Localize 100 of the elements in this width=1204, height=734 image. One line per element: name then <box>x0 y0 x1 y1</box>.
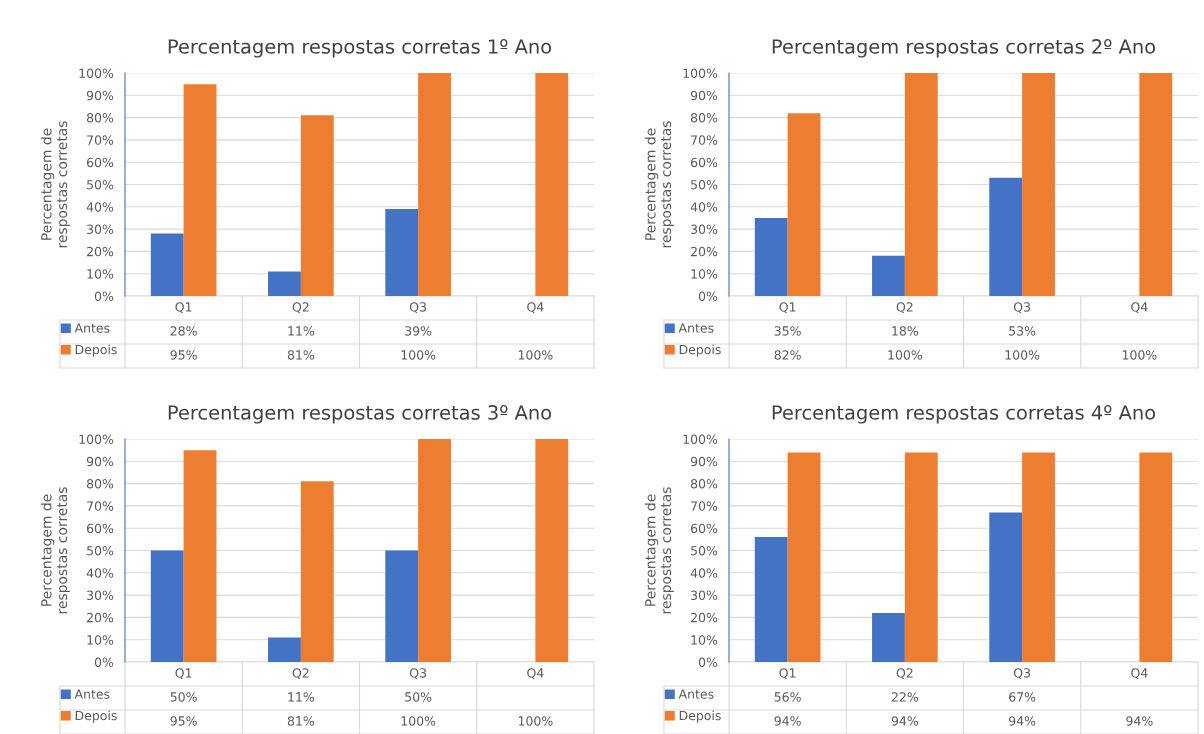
bar <box>268 637 301 662</box>
y-tick-label: 90% <box>690 90 718 101</box>
data-label: 100% <box>518 350 553 360</box>
y-tick-label: 20% <box>87 612 114 623</box>
y-tick-label: 70% <box>87 135 114 145</box>
y-tick-label: 40% <box>86 568 114 578</box>
y-tick-label: 10% <box>691 269 718 279</box>
chart-title: Percentagem respostas corretas 3º Ano <box>168 405 552 424</box>
data-label: 82% <box>774 350 801 360</box>
y-tick-label: 50% <box>691 545 718 556</box>
bar <box>904 452 938 662</box>
data-label: 39% <box>405 326 432 336</box>
data-label: 100% <box>401 716 436 726</box>
x-tick-label: Q3 <box>1013 668 1031 680</box>
x-tick-label: Q2 <box>896 668 913 680</box>
data-label: 94% <box>891 716 919 726</box>
data-label: 95% <box>170 350 197 360</box>
y-tick-label: 80% <box>690 113 718 123</box>
legend-label: Depois <box>75 344 117 357</box>
y-tick-label: 40% <box>690 202 718 212</box>
y-tick-label: 20% <box>691 246 718 257</box>
y-tick-label: 10% <box>691 635 718 645</box>
data-label: 50% <box>405 692 432 702</box>
y-axis-title: Percentagem de respostas corretas <box>40 121 70 248</box>
x-tick-label: Q3 <box>409 668 427 680</box>
y-tick-label: 60% <box>86 523 114 534</box>
x-tick-label: Q2 <box>292 302 309 314</box>
bar <box>989 512 1023 662</box>
bar <box>787 452 821 662</box>
bar <box>535 439 569 662</box>
data-label: 100% <box>401 350 436 360</box>
y-tick-label: 30% <box>87 590 114 601</box>
y-tick-label: 30% <box>691 590 718 601</box>
y-axis-title: Percentagem de respostas corretas <box>40 487 70 614</box>
x-tick-label: Q4 <box>527 302 544 314</box>
y-axis-title: Percentagem de respostas corretas <box>644 487 674 614</box>
y-tick-label: 100% <box>79 434 114 444</box>
bar <box>754 217 788 296</box>
data-label: 18% <box>892 326 919 336</box>
bar <box>754 537 788 662</box>
bar <box>787 113 821 296</box>
data-label: 100% <box>888 350 923 360</box>
legend-label: Antes <box>74 689 110 699</box>
x-tick-label: Q1 <box>779 302 796 314</box>
x-tick-label: Q1 <box>175 302 192 314</box>
data-label: 81% <box>287 350 315 360</box>
bar <box>300 481 334 662</box>
bar <box>418 439 451 662</box>
legend-label: Depois <box>679 710 721 723</box>
y-axis-title: Percentagem de respostas corretas <box>644 121 674 248</box>
y-tick-label: 80% <box>690 479 718 489</box>
x-tick-label: Q2 <box>896 302 913 314</box>
bar <box>535 73 569 296</box>
y-tick-label: 60% <box>690 157 718 168</box>
bar <box>385 550 419 662</box>
bar <box>183 450 217 662</box>
bar <box>904 73 938 296</box>
legend-label: Depois <box>75 710 117 723</box>
x-tick-label: Q4 <box>1131 302 1148 314</box>
y-tick-label: 50% <box>87 179 114 190</box>
y-tick-label: 60% <box>86 157 114 168</box>
data-label: 56% <box>774 692 801 702</box>
y-tick-label: 0% <box>94 291 114 301</box>
y-tick-label: 50% <box>87 545 114 556</box>
bar <box>1139 73 1173 296</box>
y-tick-label: 80% <box>86 479 114 489</box>
y-tick-label: 40% <box>690 568 718 578</box>
bar <box>150 233 184 296</box>
data-label: 100% <box>1005 350 1040 360</box>
data-label: 11% <box>288 692 315 702</box>
bar <box>183 84 217 296</box>
data-label: 28% <box>170 326 197 336</box>
y-tick-label: 30% <box>87 224 114 235</box>
y-tick-label: 70% <box>691 135 718 145</box>
bar <box>872 612 905 662</box>
data-label: 11% <box>288 326 315 336</box>
chart-title: Percentagem respostas corretas 1º Ano <box>168 39 552 58</box>
bar <box>418 73 451 296</box>
data-label: 81% <box>287 716 315 726</box>
data-label: 94% <box>1009 716 1036 726</box>
y-tick-label: 40% <box>86 202 114 212</box>
y-tick-label: 70% <box>691 501 718 511</box>
y-tick-label: 20% <box>87 246 114 257</box>
y-tick-label: 100% <box>683 434 718 444</box>
bar <box>1022 452 1055 662</box>
y-tick-label: 90% <box>690 456 718 467</box>
y-tick-label: 100% <box>683 68 718 78</box>
bar <box>300 115 334 296</box>
y-tick-label: 90% <box>86 90 114 101</box>
y-tick-label: 90% <box>86 456 114 467</box>
data-label: 100% <box>1122 350 1157 360</box>
bar <box>150 550 184 662</box>
y-tick-label: 100% <box>79 68 114 78</box>
data-label: 94% <box>774 716 801 726</box>
bar <box>989 177 1023 296</box>
y-tick-label: 50% <box>691 179 718 190</box>
y-tick-label: 0% <box>94 657 114 667</box>
y-tick-label: 30% <box>691 224 718 235</box>
data-label: 67% <box>1009 692 1036 702</box>
bar <box>385 209 419 296</box>
